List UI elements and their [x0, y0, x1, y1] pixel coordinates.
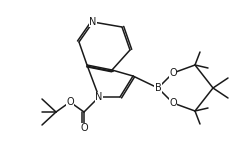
- Text: N: N: [95, 92, 103, 102]
- Text: O: O: [169, 98, 177, 108]
- Text: O: O: [80, 123, 88, 133]
- Text: O: O: [169, 68, 177, 78]
- Text: O: O: [66, 97, 74, 107]
- Text: N: N: [89, 17, 97, 27]
- Text: B: B: [155, 83, 161, 93]
